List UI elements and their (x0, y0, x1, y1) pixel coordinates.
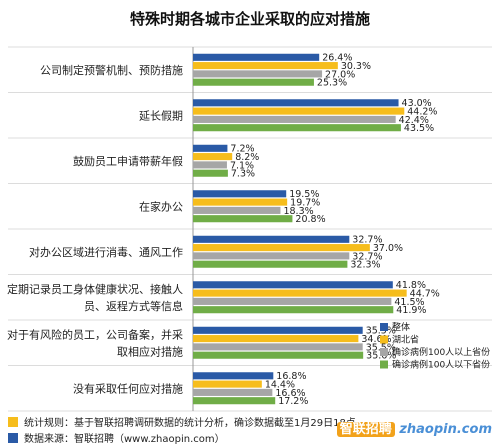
data-label: 32.7% (352, 235, 382, 246)
legend-label: 确诊病例100人以上省份 (392, 346, 490, 358)
data-label: 27.0% (325, 69, 355, 80)
bar-mark (193, 153, 233, 161)
bar-mark (193, 215, 293, 223)
logo-chinese: 智联招聘 (336, 422, 395, 437)
category-label: 鼓励员工申请带薪年假 (73, 154, 183, 168)
data-label: 35.5% (366, 342, 396, 353)
data-label: 26.4% (322, 53, 352, 64)
data-label: 7.3% (231, 169, 255, 180)
legend-swatch (380, 323, 388, 331)
bar-mark (193, 107, 405, 115)
bar-mark (193, 281, 393, 289)
bar-mark (193, 335, 359, 343)
bar-mark (193, 380, 262, 388)
data-label: 41.5% (394, 297, 424, 308)
data-label: 43.0% (402, 98, 432, 109)
data-label: 30.3% (341, 61, 371, 72)
footer-source-marker (8, 432, 18, 443)
data-label: 35.5% (366, 326, 396, 337)
chart-svg: 特殊时期各城市企业采取的应对措施公司制定预警机制、预防措施26.4%30.3%2… (7, 10, 492, 412)
bar-mark (193, 343, 363, 351)
category-label: 在家办公 (139, 199, 183, 213)
legend-swatch (380, 360, 388, 369)
legend-swatch (380, 335, 388, 344)
category-label: 没有采取任何应对措施 (73, 381, 183, 395)
bar-mark (193, 115, 396, 123)
bar-mark (193, 252, 350, 260)
legend-label: 湖北省 (392, 334, 419, 346)
bar-mark (193, 372, 274, 380)
data-label: 32.7% (352, 251, 382, 262)
data-label: 17.2% (278, 396, 308, 407)
data-label: 42.4% (399, 115, 429, 126)
bar-mark (193, 78, 314, 86)
bar-mark (193, 260, 348, 268)
legend-label: 确诊病例100人以下省份 (392, 359, 490, 371)
footer-source-text: 数据来源：智联招聘（www.zhaopin.com） (24, 434, 225, 445)
data-label: 35.6% (366, 351, 396, 362)
chart-title: 特殊时期各城市企业采取的应对措施 (130, 10, 370, 28)
category-label: 定期记录员工身体健康状况、接触人 (7, 282, 183, 296)
bar-mark (193, 53, 320, 61)
data-label: 19.7% (290, 197, 320, 208)
data-label: 20.8% (295, 214, 325, 225)
data-label: 16.8% (276, 371, 306, 382)
logo-latin: zhaopin.com (399, 422, 492, 437)
bar-mark (193, 297, 392, 305)
bar-mark (193, 99, 399, 107)
data-label: 34.6% (361, 334, 391, 345)
data-label: 44.2% (407, 106, 437, 117)
category-label: 对办公区域进行消毒、通风工作 (29, 245, 183, 259)
bar-mark (193, 244, 370, 252)
data-label: 41.8% (396, 280, 426, 291)
data-label: 43.5% (404, 123, 434, 134)
category-label: 延长假期 (139, 108, 183, 122)
data-label: 7.2% (230, 144, 254, 155)
bar-mark (193, 388, 273, 396)
bar-mark (193, 235, 350, 243)
footer-source: 数据来源：智联招聘（www.zhaopin.com） (8, 430, 225, 445)
data-label: 16.6% (275, 388, 305, 399)
data-label: 44.7% (410, 288, 440, 299)
data-label: 7.1% (230, 160, 254, 171)
bar-mark (193, 206, 281, 214)
category-label: 取相应对措施 (117, 344, 183, 358)
bar-mark (193, 62, 338, 70)
data-label: 8.2% (235, 152, 259, 163)
data-label: 37.0% (373, 243, 403, 254)
bar-mark (193, 70, 323, 78)
bar-mark (193, 289, 407, 297)
footer-rule: 统计规则：基于智联招聘调研数据的统计分析，确诊数据截至1月29日18点 (8, 414, 356, 429)
bar-mark (193, 169, 228, 177)
bar-mark (193, 326, 363, 334)
footer-rule-text: 统计规则：基于智联招聘调研数据的统计分析，确诊数据截至1月29日18点 (24, 418, 356, 429)
bar-mark (193, 306, 394, 314)
category-label: 公司制定预警机制、预防措施 (40, 63, 183, 77)
legend-swatch (380, 348, 388, 356)
bar-mark (193, 198, 288, 206)
data-label: 18.3% (283, 206, 313, 217)
category-label: 对于有风险的员工，公司备案，并采 (7, 327, 183, 341)
legend-label: 整体 (392, 321, 410, 333)
footer-rule-marker (8, 416, 18, 427)
bar-mark (193, 161, 227, 169)
bar-mark (193, 124, 401, 132)
zhaopin-logo: 智联招聘 zhaopin.com (336, 418, 492, 437)
bar-mark (193, 351, 364, 359)
data-label: 14.4% (265, 379, 295, 390)
data-label: 25.3% (317, 78, 347, 89)
data-label: 41.9% (396, 305, 426, 316)
category-label: 员、返程方式等信息 (84, 299, 183, 313)
bar-mark (193, 144, 228, 152)
data-label: 19.5% (289, 189, 319, 200)
bar-mark (193, 397, 276, 405)
data-label: 32.3% (350, 260, 380, 271)
bar-mark (193, 190, 287, 198)
